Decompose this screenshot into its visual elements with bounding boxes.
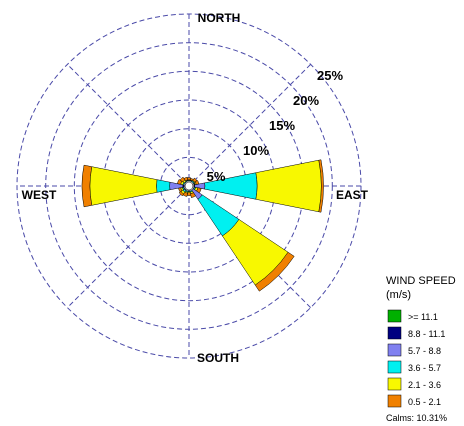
calms-label: Calms: 10.31%	[386, 413, 447, 423]
petal-se-bin-2	[191, 188, 203, 200]
legend-label-2: 5.7 - 8.8	[408, 346, 441, 356]
petal-w-bin-4	[89, 166, 158, 206]
legend-title: WIND SPEED	[386, 275, 456, 287]
legend-swatch-5	[387, 394, 402, 408]
direction-label-west: WEST	[22, 188, 57, 202]
legend-label-4: 2.1 - 3.6	[408, 380, 441, 390]
ring-label-20: 20%	[293, 93, 319, 108]
ring-label-15: 15%	[269, 118, 295, 133]
direction-label-south: SOUTH	[197, 351, 239, 365]
legend-items: >= 11.1 8.8 - 11.1 5.7 - 8.8 3.6 - 5.7 2.1 -…	[387, 309, 445, 408]
petal-nnw-bin-3	[185, 180, 189, 183]
legend-swatch-1	[387, 326, 402, 340]
direction-label-east: EAST	[336, 188, 369, 202]
direction-label-north: NORTH	[198, 11, 241, 25]
legend-label-1: 8.8 - 11.1	[408, 329, 445, 339]
calm-center	[184, 181, 194, 191]
ring-label-25: 25%	[317, 68, 343, 83]
legend: WIND SPEED (m/s) >= 11.1 8.8 - 11.1 5.7 - …	[386, 275, 456, 423]
legend-label-3: 3.6 - 5.7	[408, 363, 441, 373]
ring-label-10: 10%	[243, 143, 269, 158]
legend-label-5: 0.5 - 2.1	[408, 397, 441, 407]
legend-swatch-4	[387, 377, 402, 391]
petal-e-bin-4	[255, 159, 322, 213]
wind-petals	[81, 159, 324, 292]
legend-swatch-0	[387, 309, 402, 323]
petal-w-bin-3	[156, 179, 171, 193]
legend-swatch-3	[387, 360, 402, 374]
legend-swatch-2	[387, 343, 402, 357]
chart-labels: NORTH SOUTH WEST EAST 5% 10% 15% 20% 25%	[22, 11, 369, 365]
legend-label-0: >= 11.1	[408, 312, 438, 322]
ring-label-5: 5%	[207, 169, 226, 184]
legend-unit: (m/s)	[386, 289, 411, 301]
